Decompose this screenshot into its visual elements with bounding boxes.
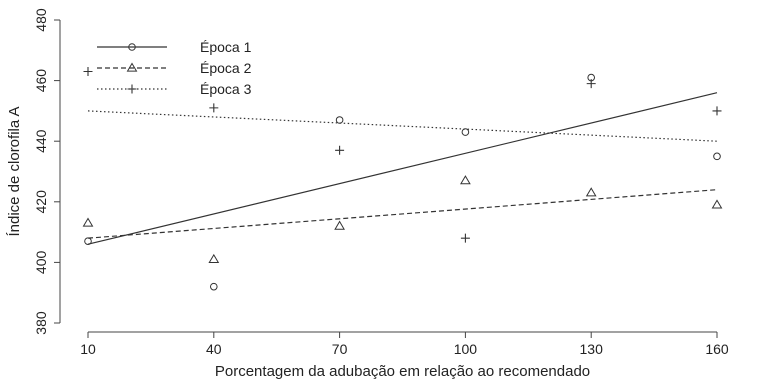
point-epoca-3 xyxy=(83,67,93,77)
legend-marker-epoca-1 xyxy=(128,43,136,51)
x-tick-label: 70 xyxy=(332,341,348,357)
y-tick-label: 420 xyxy=(33,190,49,214)
y-tick-label: 380 xyxy=(33,311,49,335)
point-epoca-3 xyxy=(460,233,470,243)
legend-marker-epoca-2 xyxy=(126,62,138,72)
fit-line-epoca-3 xyxy=(87,110,718,142)
point-epoca-1 xyxy=(210,282,218,291)
y-tick-label: 480 xyxy=(33,8,49,32)
y-axis-title: Índice de clorofila A xyxy=(6,106,23,236)
legend-label-epoca-2: Época 2 xyxy=(200,60,252,76)
point-epoca-1 xyxy=(713,152,721,161)
point-epoca-3 xyxy=(209,103,219,113)
axes: 380 400 420 440 460 480 10 40 70 100 130 160 xyxy=(33,8,729,357)
point-epoca-2 xyxy=(585,187,597,197)
point-epoca-2 xyxy=(460,175,471,185)
point-epoca-1 xyxy=(461,128,470,136)
point-epoca-2 xyxy=(82,217,94,227)
fit-line-epoca-1 xyxy=(87,92,718,245)
legend-marker-epoca-3 xyxy=(127,84,137,94)
point-epoca-3 xyxy=(335,145,345,155)
fit-lines xyxy=(87,92,718,245)
legend-label-epoca-3: Época 3 xyxy=(200,81,252,97)
x-tick-label: 130 xyxy=(580,341,604,357)
y-tick-label: 400 xyxy=(33,251,49,275)
point-epoca-1 xyxy=(335,116,344,124)
point-epoca-3 xyxy=(586,79,596,89)
x-axis-title: Porcentagem da adubação em relação ao re… xyxy=(215,363,590,379)
point-epoca-1 xyxy=(84,237,92,245)
y-tick-label: 460 xyxy=(33,69,49,93)
x-tick-label: 40 xyxy=(206,341,222,357)
point-epoca-2 xyxy=(334,220,345,230)
point-epoca-2 xyxy=(711,199,723,209)
x-tick-label: 160 xyxy=(705,341,729,357)
y-tick-label: 440 xyxy=(33,129,49,153)
legend: Época 1 Época 2 Época 3 xyxy=(97,39,252,97)
x-tick-label: 100 xyxy=(454,341,478,357)
point-epoca-2 xyxy=(208,253,220,264)
data-markers xyxy=(82,67,723,291)
legend-label-epoca-1: Época 1 xyxy=(200,39,252,55)
x-tick-label: 10 xyxy=(80,341,96,357)
fit-line-epoca-2 xyxy=(87,189,718,239)
point-epoca-3 xyxy=(712,106,722,116)
